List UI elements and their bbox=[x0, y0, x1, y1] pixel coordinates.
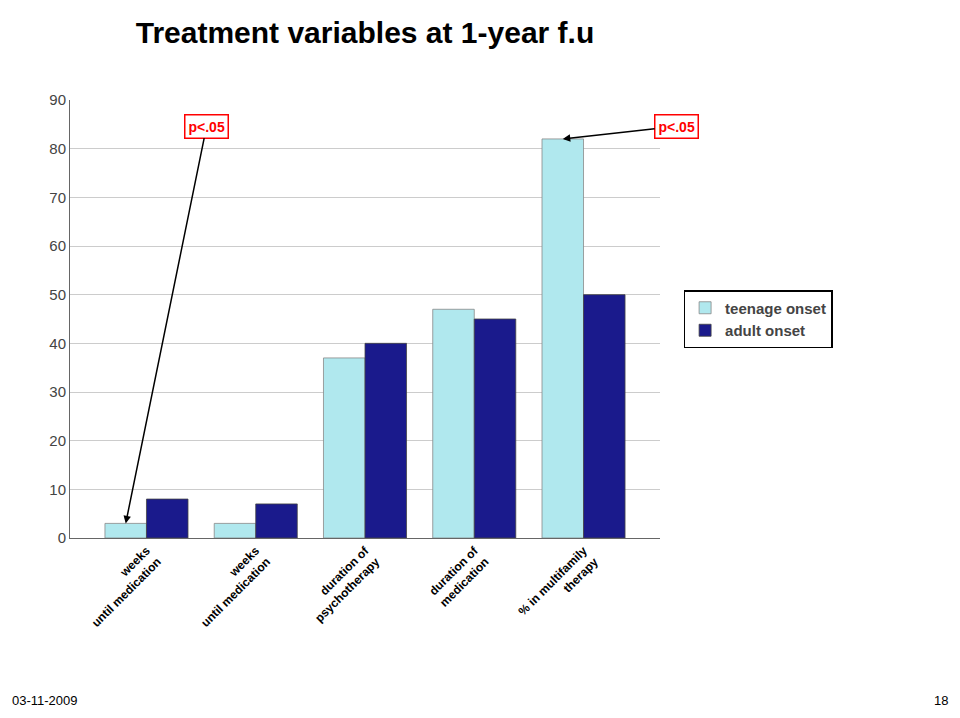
svg-text:50: 50 bbox=[49, 286, 66, 303]
svg-text:90: 90 bbox=[49, 91, 66, 108]
svg-text:60: 60 bbox=[49, 237, 66, 254]
svg-text:weeksuntil medication: weeksuntil medication bbox=[187, 544, 273, 630]
svg-text:weeksuntil medication: weeksuntil medication bbox=[78, 544, 164, 630]
svg-text:% in multifamilytherapy: % in multifamilytherapy bbox=[515, 544, 601, 630]
svg-text:10: 10 bbox=[49, 481, 66, 498]
svg-text:Treatment variables at 1-year: Treatment variables at 1-year f.u bbox=[136, 16, 595, 49]
svg-text:80: 80 bbox=[49, 140, 66, 157]
svg-text:p<.05: p<.05 bbox=[659, 119, 695, 135]
svg-text:20: 20 bbox=[49, 432, 66, 449]
svg-text:adult onset: adult onset bbox=[725, 322, 805, 339]
svg-text:30: 30 bbox=[49, 383, 66, 400]
svg-text:teenage onset: teenage onset bbox=[725, 300, 826, 317]
svg-text:p<.05: p<.05 bbox=[189, 119, 225, 135]
svg-text:40: 40 bbox=[49, 335, 66, 352]
svg-text:duration ofpsychotherapy: duration ofpsychotherapy bbox=[301, 543, 383, 625]
svg-text:0: 0 bbox=[58, 529, 66, 546]
svg-text:70: 70 bbox=[49, 189, 66, 206]
svg-text:duration ofmedication: duration ofmedication bbox=[426, 543, 492, 609]
svg-text:18: 18 bbox=[934, 693, 948, 708]
svg-text:03-11-2009: 03-11-2009 bbox=[12, 693, 78, 708]
